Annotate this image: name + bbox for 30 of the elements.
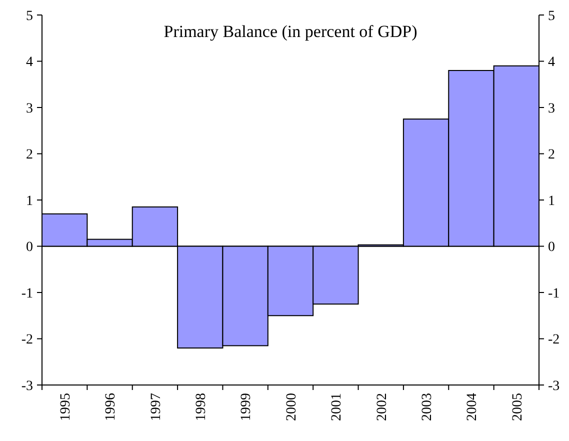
y2-tick-label: 0 — [548, 240, 555, 256]
y-tick-label: 3 — [26, 101, 33, 116]
y2-tick-label: -2 — [548, 332, 560, 348]
x-tick-label: 1999 — [239, 393, 254, 421]
y-tick-label: -1 — [21, 286, 33, 302]
y2-tick-label: 4 — [548, 55, 555, 70]
x-tick-label: 1996 — [104, 393, 119, 421]
y2-tick-label: 1 — [548, 194, 555, 209]
y2-tick-label: -3 — [548, 378, 560, 394]
x-tick-label: 2002 — [374, 393, 390, 421]
y2-tick-label: -1 — [548, 286, 560, 302]
y-tick-label: -3 — [21, 378, 33, 394]
y-tick-label: 1 — [26, 194, 33, 209]
x-tick-label: 2003 — [420, 393, 435, 421]
chart-title: Primary Balance (in percent of GDP) — [164, 22, 418, 41]
x-tick-label: 1997 — [148, 393, 164, 421]
y-tick-label: 5 — [26, 8, 33, 24]
y-tick-label: 4 — [26, 55, 33, 70]
x-tick-label: 1995 — [58, 393, 74, 421]
y2-tick-label: 2 — [548, 148, 555, 163]
y-tick-label: -2 — [21, 332, 33, 348]
y2-tick-label: 3 — [548, 101, 555, 116]
x-tick-label: 2005 — [510, 393, 526, 421]
x-tick-label: 2001 — [330, 393, 345, 421]
y-tick-label: 0 — [26, 240, 33, 256]
y2-tick-label: 5 — [548, 8, 555, 24]
y-tick-label: 2 — [26, 148, 33, 163]
x-tick-label: 2000 — [284, 393, 300, 421]
x-tick-label: 1998 — [194, 393, 210, 421]
x-tick-label: 2004 — [465, 393, 480, 421]
